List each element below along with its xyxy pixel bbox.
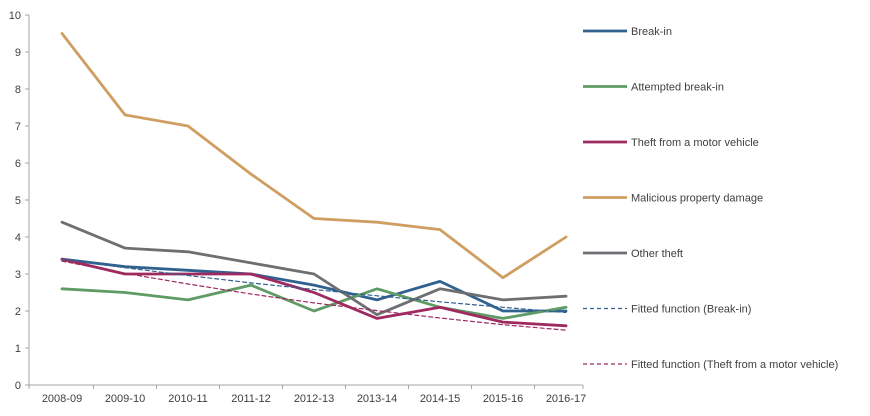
y-axis-tick-label: 9 (15, 47, 21, 59)
legend-label-other-theft: Other theft (631, 248, 683, 260)
legend-label-break-in: Break-in (631, 26, 672, 38)
x-axis-tick-label: 2009-10 (105, 393, 145, 405)
legend-item-theft-from-a-motor-vehicle: Theft from a motor vehicle (583, 137, 759, 149)
y-axis-tick-label: 6 (15, 158, 21, 170)
x-axis-tick-label: 2010-11 (168, 393, 208, 405)
legend-item-malicious-property-damage: Malicious property damage (583, 193, 763, 205)
x-axis-tick-label: 2012-13 (294, 393, 334, 405)
legend-label-fitted-function-theft-from-a-motor-vehicle: Fitted function (Theft from a motor vehi… (631, 359, 838, 371)
x-axis-tick-label: 2013-14 (357, 393, 397, 405)
series-line-other-theft (60, 220, 568, 317)
series-line-malicious-property-damage (60, 32, 568, 280)
y-axis-tick-label: 7 (15, 121, 21, 133)
x-axis-tick-label: 2015-16 (483, 393, 523, 405)
series-line-fitted-function-theft-from-a-motor-vehicle (61, 260, 567, 331)
x-axis-tick-label: 2014-15 (420, 393, 460, 405)
y-axis-tick-label: 8 (15, 84, 21, 96)
y-axis-tick-label: 10 (9, 10, 21, 22)
legend-label-malicious-property-damage: Malicious property damage (631, 193, 763, 205)
legend-label-fitted-function-break-in: Fitted function (Break-in) (631, 304, 751, 316)
series-line-fitted-function-break-in (61, 258, 567, 314)
x-axis-tick-label: 2011-12 (231, 393, 271, 405)
series-line-attempted-break-in (60, 283, 568, 320)
y-axis-tick-label: 5 (15, 195, 21, 207)
x-axis-tick-label: 2008-09 (42, 393, 82, 405)
legend-item-other-theft: Other theft (583, 248, 683, 260)
y-axis-tick-label: 0 (15, 380, 21, 392)
y-axis-tick-label: 3 (15, 269, 21, 281)
series-line-theft-from-a-motor-vehicle (60, 257, 568, 328)
legend-item-fitted-function-break-in: Fitted function (Break-in) (583, 304, 751, 316)
x-axis-tick-label: 2016-17 (546, 393, 586, 405)
y-axis-tick-label: 1 (15, 343, 21, 355)
legend-label-attempted-break-in: Attempted break-in (631, 82, 724, 94)
series-line-break-in (60, 257, 568, 313)
legend-item-fitted-function-theft-from-a-motor-vehicle: Fitted function (Theft from a motor vehi… (583, 359, 838, 371)
legend-item-break-in: Break-in (583, 26, 672, 38)
y-axis-tick-label: 4 (15, 232, 21, 244)
legend-item-attempted-break-in: Attempted break-in (583, 82, 724, 94)
y-axis-tick-label: 2 (15, 306, 21, 318)
legend-label-theft-from-a-motor-vehicle: Theft from a motor vehicle (631, 137, 759, 149)
